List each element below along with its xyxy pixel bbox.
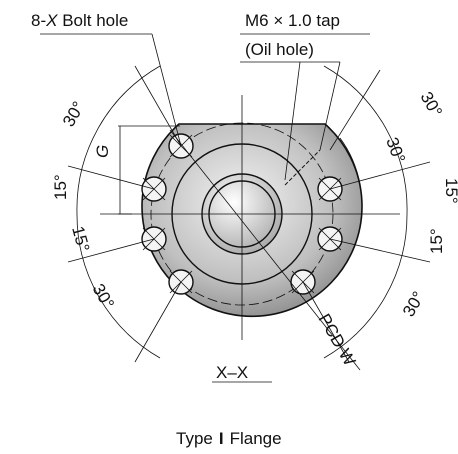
bolt-hole-suffix: Bolt hole bbox=[57, 11, 128, 30]
angle-label: 15° bbox=[442, 178, 458, 204]
tap-label: M6 × 1.0 tap bbox=[245, 11, 340, 30]
angle-label: 30° bbox=[399, 288, 428, 320]
caption: Type I Flange bbox=[176, 429, 282, 448]
bolt-hole-prefix: 8- bbox=[31, 11, 46, 30]
angle-label: 15° bbox=[427, 228, 446, 254]
angle-label: 30° bbox=[382, 135, 409, 166]
oil-hole-label: (Oil hole) bbox=[245, 40, 314, 59]
bolt-hole-symbol: X bbox=[45, 11, 58, 30]
caption-suffix: Flange bbox=[230, 429, 282, 448]
bolt-hole-label: 8-X Bolt hole bbox=[31, 11, 128, 30]
angle-label: 30° bbox=[417, 89, 446, 121]
angle-label: 15° bbox=[51, 174, 70, 200]
caption-numeral: I bbox=[219, 429, 224, 448]
g-label: G bbox=[93, 145, 112, 158]
pcd-label: PCD W bbox=[315, 311, 360, 370]
caption-type: Type bbox=[176, 429, 213, 448]
section-label: X–X bbox=[216, 363, 248, 382]
drawing: 8-X Bolt hole M6 × 1.0 tap (Oil hole) G … bbox=[0, 0, 458, 454]
angle-label: 15° bbox=[68, 224, 93, 254]
angle-label: 30° bbox=[59, 98, 88, 130]
